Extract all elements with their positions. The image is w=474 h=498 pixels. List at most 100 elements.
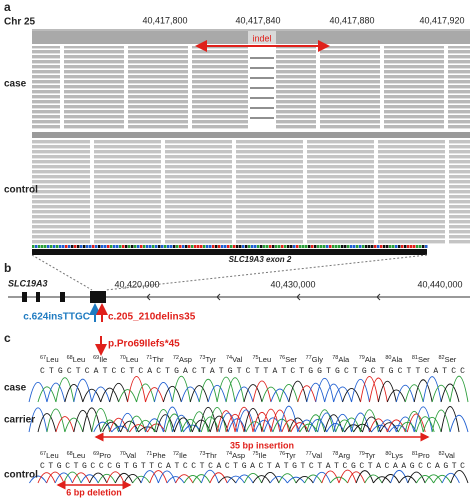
residue: 79Ala xyxy=(359,355,377,364)
panel-label: a xyxy=(4,0,11,14)
peak xyxy=(173,417,193,433)
position: 40,420,000 xyxy=(114,279,159,289)
peak xyxy=(145,387,164,403)
ref-base xyxy=(353,245,356,248)
position: 40,440,000 xyxy=(417,279,462,289)
ref-base xyxy=(419,245,422,248)
ref-base xyxy=(311,245,314,248)
peak xyxy=(270,409,290,433)
ref-base xyxy=(107,245,110,248)
peak xyxy=(37,472,56,484)
ref-base xyxy=(335,245,338,248)
ref-base xyxy=(191,245,194,248)
residue-number: 82 xyxy=(438,355,444,361)
residue-name: Leu xyxy=(46,451,59,460)
ref-base xyxy=(77,245,80,248)
residue-name: Gly xyxy=(312,355,324,364)
ref-base xyxy=(50,245,53,248)
ref-base xyxy=(116,245,119,248)
peak xyxy=(406,413,426,433)
peak xyxy=(390,469,409,484)
residue-name: Arg xyxy=(338,451,350,460)
ref-base xyxy=(266,245,269,248)
peak xyxy=(189,385,209,403)
residue-name: Asp xyxy=(232,451,245,460)
residue-name: Lys xyxy=(391,451,403,460)
ref-base xyxy=(101,245,104,248)
peak xyxy=(127,415,146,433)
position: 40,417,800 xyxy=(142,15,187,25)
peak xyxy=(422,416,442,433)
peak xyxy=(28,407,48,433)
residue: 67Leu xyxy=(40,355,59,364)
peak xyxy=(166,476,185,484)
ref-base xyxy=(98,245,101,248)
residue-name: Val xyxy=(312,451,323,460)
ref-base xyxy=(392,245,395,248)
residue-number: 79 xyxy=(359,355,365,361)
ref-base xyxy=(278,245,281,248)
chromosome: Chr 25 xyxy=(4,17,36,28)
peak xyxy=(422,376,442,403)
peak xyxy=(450,469,469,484)
ref-base xyxy=(65,245,68,248)
residue-number: 74 xyxy=(226,355,232,361)
peak xyxy=(395,384,415,403)
ref-base xyxy=(113,245,116,248)
residue-name: Val xyxy=(126,451,137,460)
peak xyxy=(164,413,184,433)
insertion-label: 35 bp insertion xyxy=(230,440,294,450)
peak xyxy=(377,380,397,403)
peak xyxy=(82,407,102,433)
ref-base xyxy=(125,245,128,248)
ref-base xyxy=(146,245,149,248)
ref-base xyxy=(350,245,353,248)
ref-base xyxy=(185,245,188,248)
ref-base xyxy=(323,245,326,248)
ref-base xyxy=(386,245,389,248)
peak xyxy=(369,377,388,403)
residue-name: Pro xyxy=(418,451,430,460)
peak xyxy=(377,419,397,433)
peak xyxy=(381,474,400,484)
peak xyxy=(288,380,308,403)
peak xyxy=(441,472,460,484)
peak xyxy=(73,410,93,433)
ref-base xyxy=(128,245,131,248)
residue-number: 81 xyxy=(412,355,418,361)
residue-number: 82 xyxy=(438,451,444,457)
ref-base xyxy=(251,245,254,248)
ref-base xyxy=(140,245,143,248)
ref-base xyxy=(221,245,224,248)
peak xyxy=(306,382,326,403)
peak xyxy=(46,471,65,484)
ref-base xyxy=(74,245,77,248)
ref-base xyxy=(182,245,185,248)
ref-base xyxy=(200,245,203,248)
peak xyxy=(398,475,417,484)
ref-base xyxy=(326,245,329,248)
residue: 82Ser xyxy=(438,355,456,364)
ref-base xyxy=(53,245,56,248)
ref-base xyxy=(218,245,221,248)
peak xyxy=(93,421,113,433)
ref-base xyxy=(254,245,257,248)
peak xyxy=(431,384,451,403)
ref-base xyxy=(203,245,206,248)
gene-label: SLC19A3 xyxy=(8,278,48,288)
residue-number: 71 xyxy=(146,355,152,361)
protein-change: p.Pro69Ilefs*45 xyxy=(108,339,180,350)
position: 40,417,920 xyxy=(419,15,464,25)
ref-base xyxy=(347,245,350,248)
ref-base xyxy=(365,245,368,248)
residue-number: 76 xyxy=(279,355,285,361)
ref-base xyxy=(248,245,251,248)
residue-name: Leu xyxy=(73,355,86,364)
residue-number: 78 xyxy=(332,451,338,457)
peak xyxy=(97,473,116,484)
residue: 72Asp xyxy=(173,355,192,364)
peak xyxy=(449,414,469,433)
peak xyxy=(162,406,182,433)
ref-base xyxy=(152,245,155,248)
peak xyxy=(127,376,146,403)
